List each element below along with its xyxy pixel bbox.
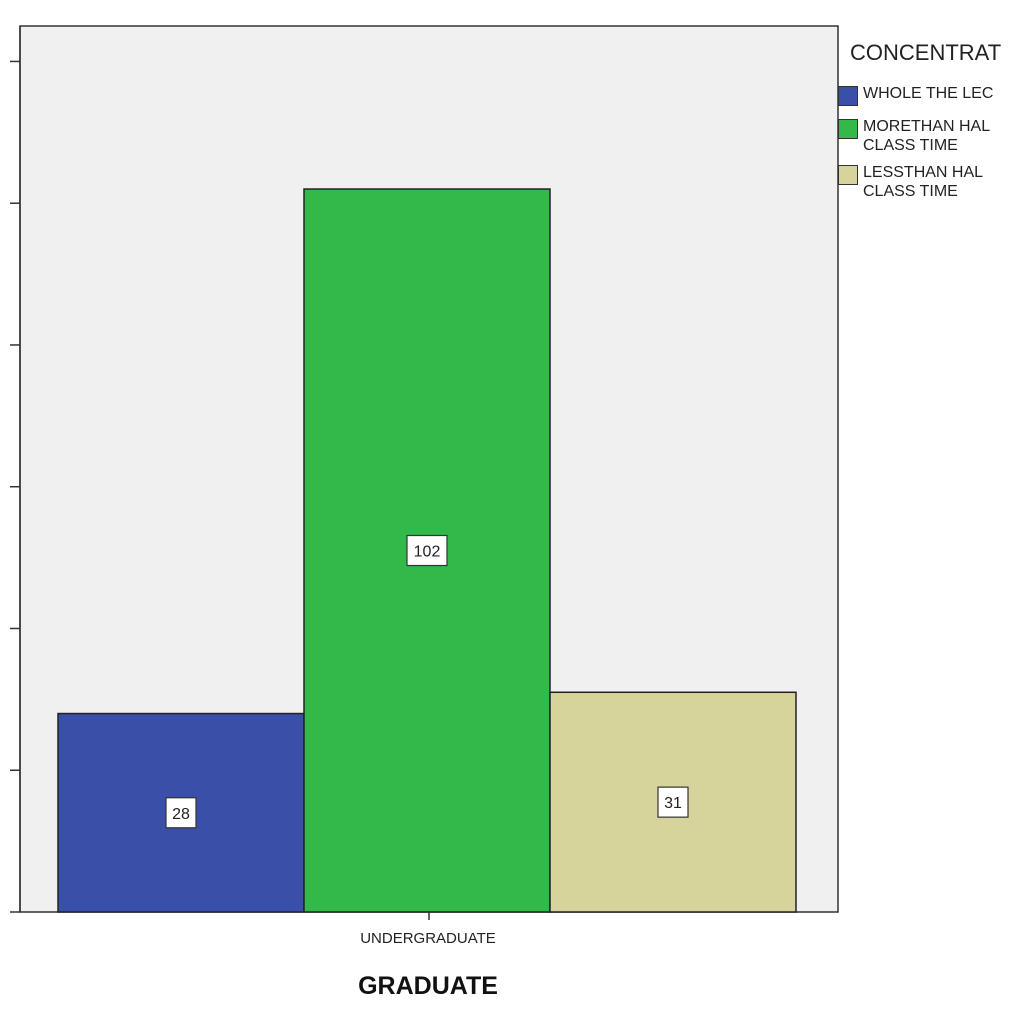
- legend-swatch: [838, 165, 858, 185]
- data-label-box: [406, 534, 448, 567]
- y-axis-ticks: [10, 60, 20, 913]
- legend-label: WHOLE THE LEC: [863, 85, 994, 102]
- legend-item-more-than-half: MORETHAN HAL CLASS TIME: [838, 117, 1024, 155]
- x-axis-title: GRADUATE: [358, 972, 498, 1000]
- legend-label: MORETHAN HAL CLASS TIME: [863, 118, 991, 154]
- data-label-box: [657, 786, 689, 818]
- data-label: 28: [172, 806, 190, 823]
- data-label: 31: [664, 795, 682, 812]
- legend-item-less-than-half: LESSTHAN HAL CLASS TIME: [838, 163, 1024, 201]
- legend-swatch: [838, 119, 858, 139]
- data-label-box: [165, 797, 197, 829]
- data-label: 102: [414, 544, 441, 561]
- legend-swatch: [838, 86, 858, 106]
- legend-item-whole-lecture: WHOLE THE LEC: [838, 84, 1024, 106]
- legend-label: LESSTHAN HAL CLASS TIME: [863, 164, 984, 200]
- data-labels: 28 102 31: [165, 534, 689, 829]
- legend-title: CONCENTRAT: [850, 40, 1002, 65]
- x-category-label: UNDERGRADUATE: [360, 930, 496, 947]
